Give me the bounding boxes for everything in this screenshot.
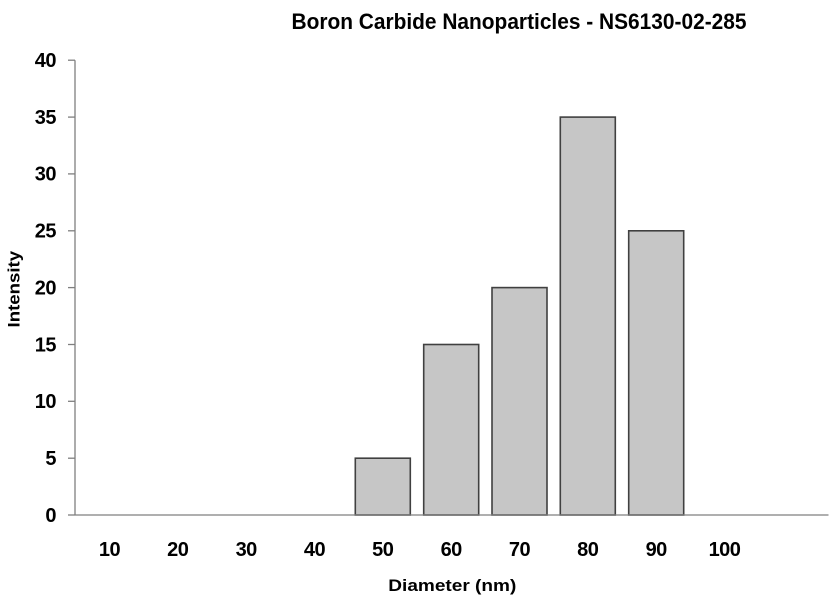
svg-text:90: 90 xyxy=(646,539,668,561)
svg-text:50: 50 xyxy=(372,539,394,561)
svg-text:30: 30 xyxy=(35,164,57,186)
svg-text:25: 25 xyxy=(35,221,57,243)
svg-text:20: 20 xyxy=(35,277,57,299)
svg-text:40: 40 xyxy=(304,539,326,561)
svg-text:15: 15 xyxy=(35,334,57,356)
svg-text:35: 35 xyxy=(35,107,57,129)
svg-text:Boron Carbide Nanoparticles -: Boron Carbide Nanoparticles - NS6130-02-… xyxy=(292,9,747,34)
svg-text:10: 10 xyxy=(35,391,57,413)
svg-text:60: 60 xyxy=(441,539,463,561)
svg-text:40: 40 xyxy=(35,50,57,72)
svg-text:0: 0 xyxy=(45,505,56,527)
svg-text:100: 100 xyxy=(709,539,741,561)
svg-text:10: 10 xyxy=(99,539,121,561)
svg-text:5: 5 xyxy=(45,448,56,470)
svg-text:Diameter (nm): Diameter (nm) xyxy=(388,576,516,595)
svg-text:20: 20 xyxy=(167,539,189,561)
svg-text:70: 70 xyxy=(509,539,531,561)
svg-text:80: 80 xyxy=(577,539,599,561)
svg-text:30: 30 xyxy=(236,539,258,561)
svg-text:Intensity: Intensity xyxy=(5,250,24,327)
